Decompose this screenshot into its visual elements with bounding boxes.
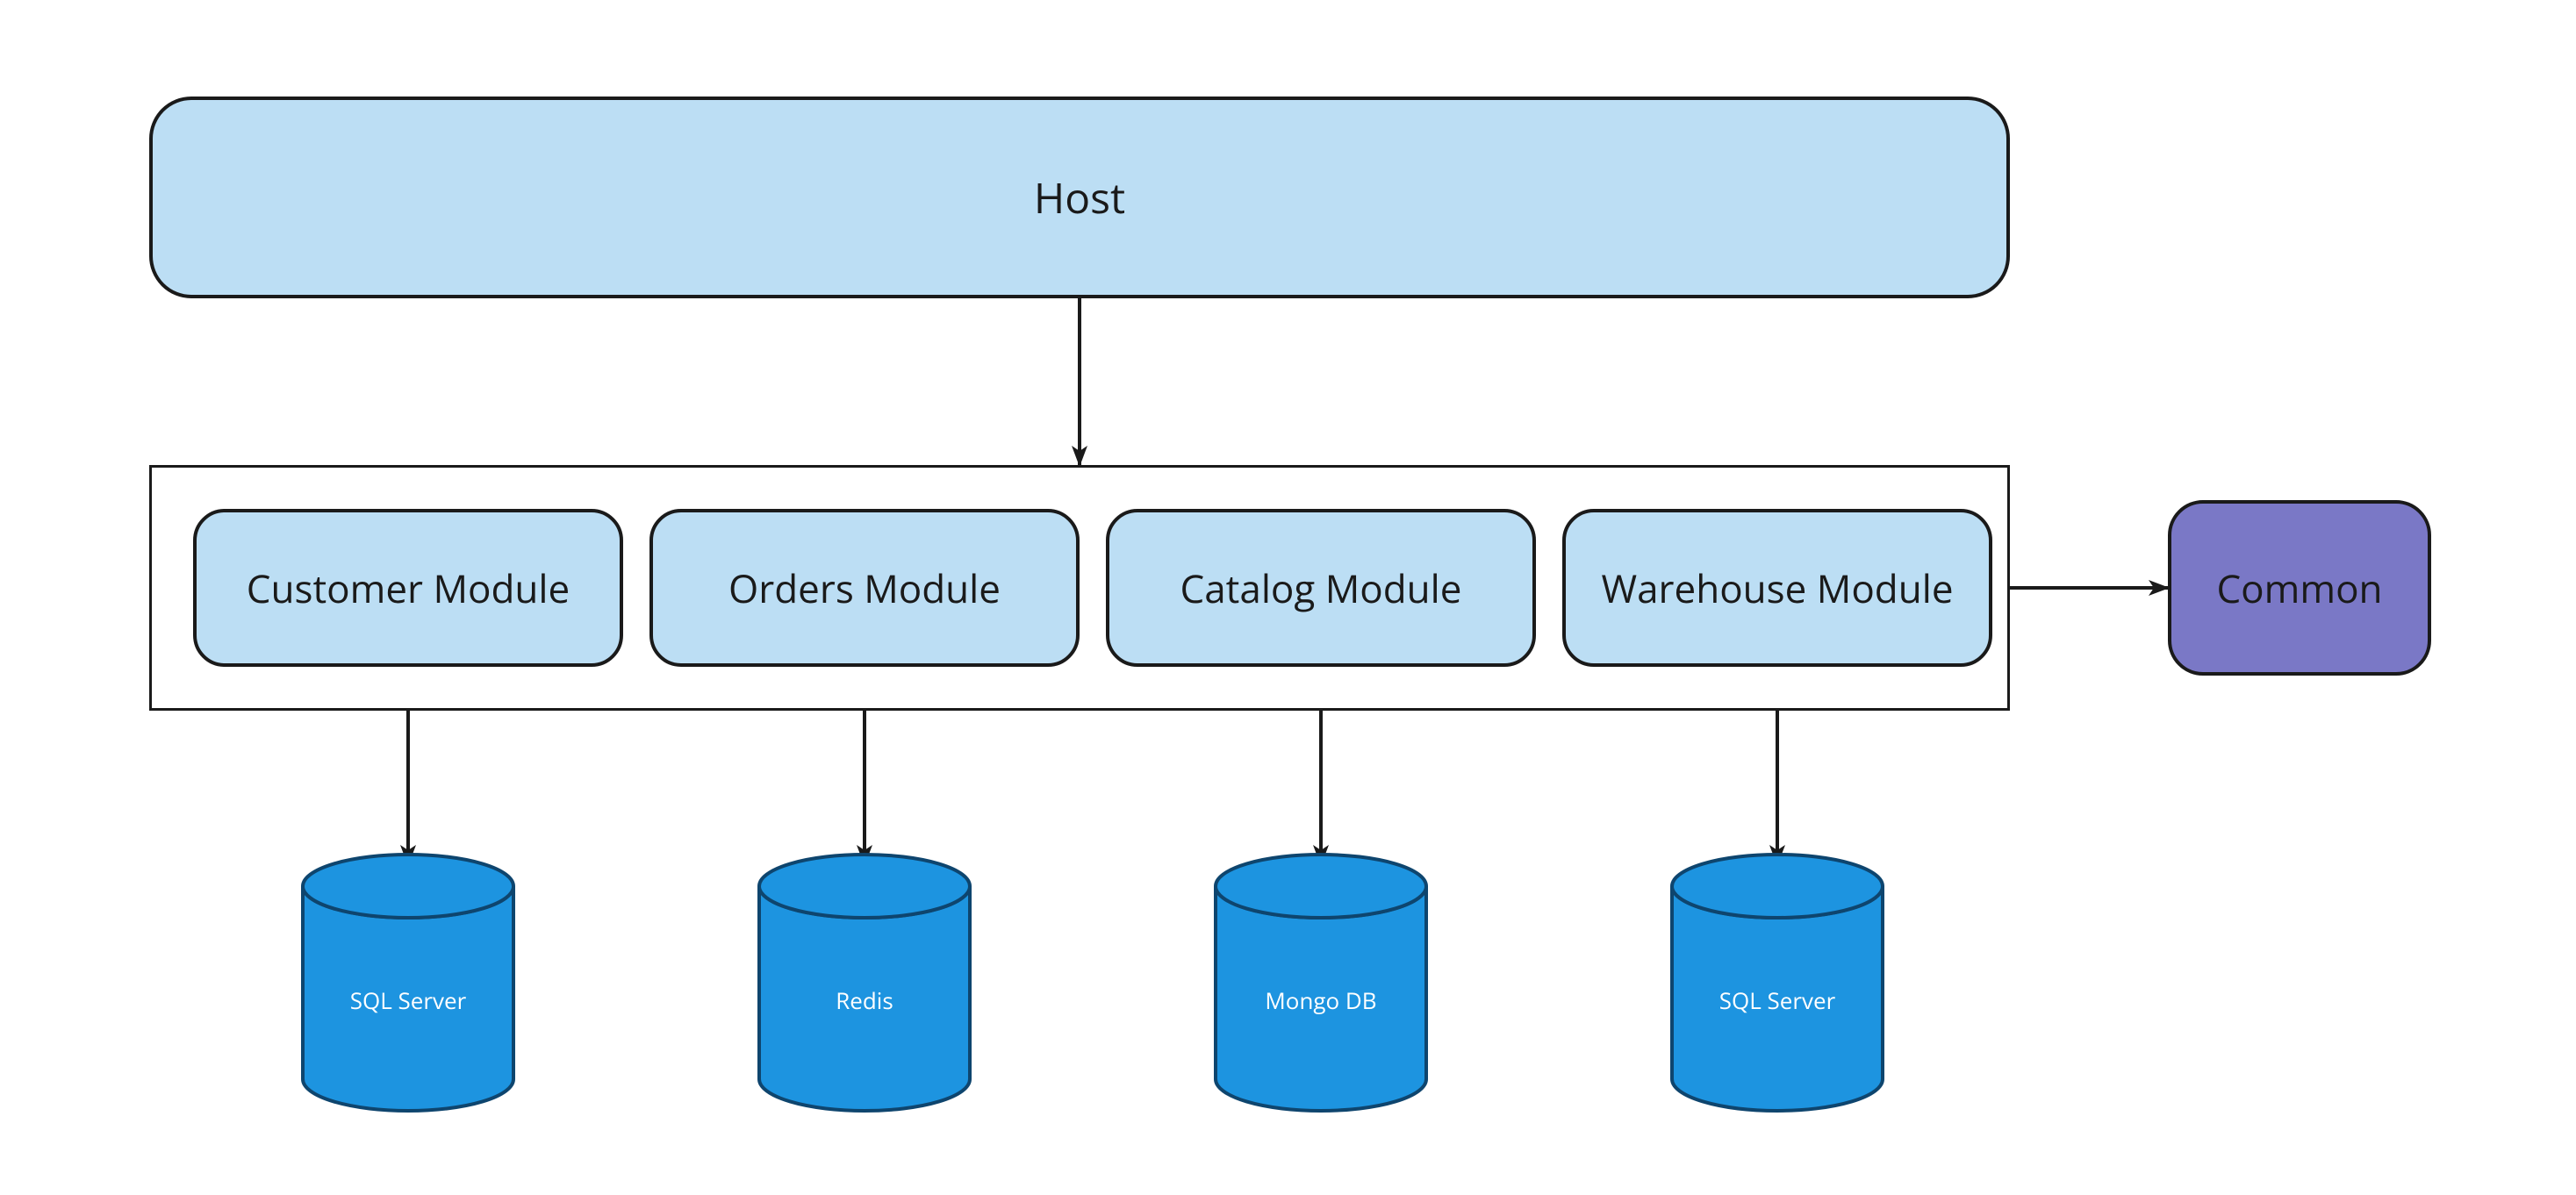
db-label-warehouse: SQL Server: [1672, 983, 1883, 1018]
module-customer: Customer Module: [193, 509, 623, 667]
db-label-catalog: Mongo DB: [1216, 983, 1426, 1018]
module-label: Customer Module: [247, 562, 570, 614]
db-label-orders: Redis: [759, 983, 970, 1018]
common-label: Common: [2216, 562, 2382, 614]
common-node: Common: [2168, 500, 2431, 676]
diagram-canvas: Host Customer Module Orders Module Catal…: [0, 0, 2576, 1195]
module-catalog: Catalog Module: [1106, 509, 1536, 667]
module-label: Warehouse Module: [1601, 562, 1953, 614]
module-label: Orders Module: [728, 562, 1001, 614]
host-label: Host: [1034, 169, 1125, 226]
module-label: Catalog Module: [1180, 562, 1462, 614]
module-warehouse: Warehouse Module: [1562, 509, 1992, 667]
host-node: Host: [149, 97, 2010, 298]
db-label-customer: SQL Server: [303, 983, 513, 1018]
databases-group: [303, 855, 1883, 1111]
module-orders: Orders Module: [649, 509, 1080, 667]
